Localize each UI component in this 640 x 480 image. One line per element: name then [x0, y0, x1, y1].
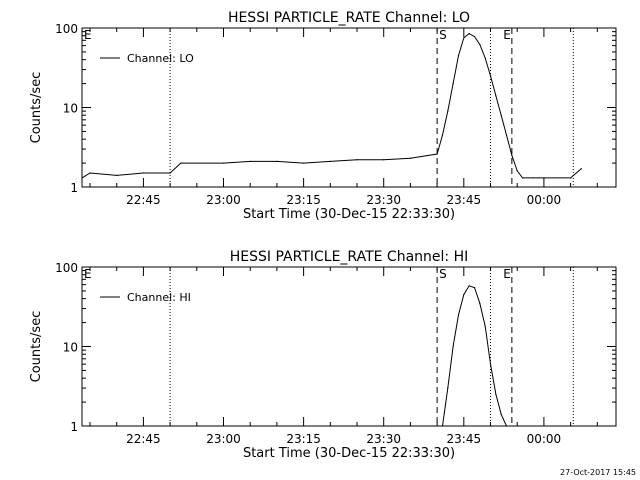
data-point	[356, 159, 358, 161]
data-point	[441, 134, 444, 136]
data-point	[436, 153, 438, 155]
x-tick-label: 23:15	[286, 193, 321, 207]
data-point	[479, 43, 481, 46]
chart-title: HESSI PARTICLE_RATE Channel: HI	[230, 249, 468, 265]
data-point	[468, 285, 470, 287]
event-annotation-label: E	[84, 28, 92, 42]
data-point	[169, 172, 171, 174]
x-tick-label: 23:00	[206, 193, 241, 207]
y-tick-label: 10	[63, 341, 78, 355]
data-point	[489, 363, 492, 365]
x-tick-label: 23:45	[447, 193, 482, 207]
data-point	[142, 172, 145, 174]
footer-timestamp: 27-Oct-2017 15:45	[560, 468, 636, 477]
data-point	[329, 160, 331, 162]
y-tick-label: 100	[55, 261, 78, 275]
data-point	[570, 177, 572, 179]
event-annotation-label: E	[503, 28, 511, 42]
x-axis-label: Start Time (30-Dec-15 22:33:30)	[243, 207, 455, 222]
data-point	[516, 170, 518, 172]
chart-title: HESSI PARTICLE_RATE Channel: LO	[228, 10, 470, 26]
data-point	[532, 177, 534, 179]
y-tick-label: 1	[70, 181, 78, 195]
data-point	[505, 425, 508, 427]
data-point	[543, 177, 545, 179]
x-tick-label: 00:00	[527, 432, 562, 446]
legend-entry: Channel: HI	[127, 291, 191, 304]
data-point	[495, 393, 497, 395]
data-point	[457, 314, 460, 316]
x-tick-label: 23:30	[366, 432, 401, 446]
data-point	[249, 160, 251, 162]
data-point	[473, 35, 476, 38]
data-point	[463, 37, 465, 39]
y-axis-label: Counts/sec	[29, 311, 44, 383]
data-point	[500, 114, 502, 116]
data-point	[222, 162, 225, 164]
data-series-line	[442, 285, 507, 427]
data-point	[303, 162, 305, 164]
x-tick-label: 22:45	[126, 432, 161, 446]
x-tick-label: 23:45	[447, 432, 482, 446]
data-point	[409, 157, 412, 159]
data-point	[473, 287, 476, 289]
event-annotation-label: E	[503, 267, 511, 281]
data-point	[452, 82, 454, 85]
data-point	[500, 413, 502, 415]
data-point	[521, 177, 524, 179]
data-point	[505, 134, 508, 136]
data-point	[484, 325, 486, 327]
data-point	[276, 160, 278, 162]
data-point	[383, 159, 385, 161]
event-annotation-label: E	[84, 267, 92, 281]
chart-panel-lo: HESSI PARTICLE_RATE Channel: LO 22:45 23:0…	[29, 10, 617, 222]
x-tick-label: 23:30	[366, 193, 401, 207]
data-point	[441, 425, 444, 427]
data-point	[479, 302, 481, 304]
legend-entry: Channel: LO	[127, 52, 194, 65]
data-point	[447, 387, 449, 389]
data-point	[468, 33, 470, 35]
data-point	[81, 177, 83, 179]
data-point	[457, 54, 460, 57]
data-point	[116, 174, 118, 176]
y-tick-label: 100	[55, 22, 78, 36]
y-tick-label: 10	[63, 102, 78, 116]
event-annotation-label: S	[439, 28, 447, 42]
x-axis-label: Start Time (30-Dec-15 22:33:30)	[243, 446, 455, 461]
event-annotation-label: S	[439, 267, 447, 281]
data-point	[489, 75, 492, 77]
y-axis-label: Counts/sec	[29, 72, 44, 144]
data-point	[484, 57, 486, 59]
x-tick-label: 23:15	[286, 432, 321, 446]
data-point	[580, 168, 582, 170]
y-tick-label: 1	[70, 420, 78, 434]
data-point	[447, 110, 449, 112]
x-tick-label: 00:00	[527, 193, 562, 207]
chart-panel-hi: HESSI PARTICLE_RATE Channel: HI 22:45 23:0…	[29, 249, 617, 461]
data-point	[511, 154, 513, 156]
data-point	[495, 95, 497, 97]
data-point	[89, 172, 91, 174]
data-point	[463, 293, 465, 296]
data-point	[180, 162, 182, 164]
data-point	[452, 345, 454, 348]
x-tick-label: 23:00	[206, 432, 241, 446]
x-tick-label: 22:45	[126, 193, 161, 207]
